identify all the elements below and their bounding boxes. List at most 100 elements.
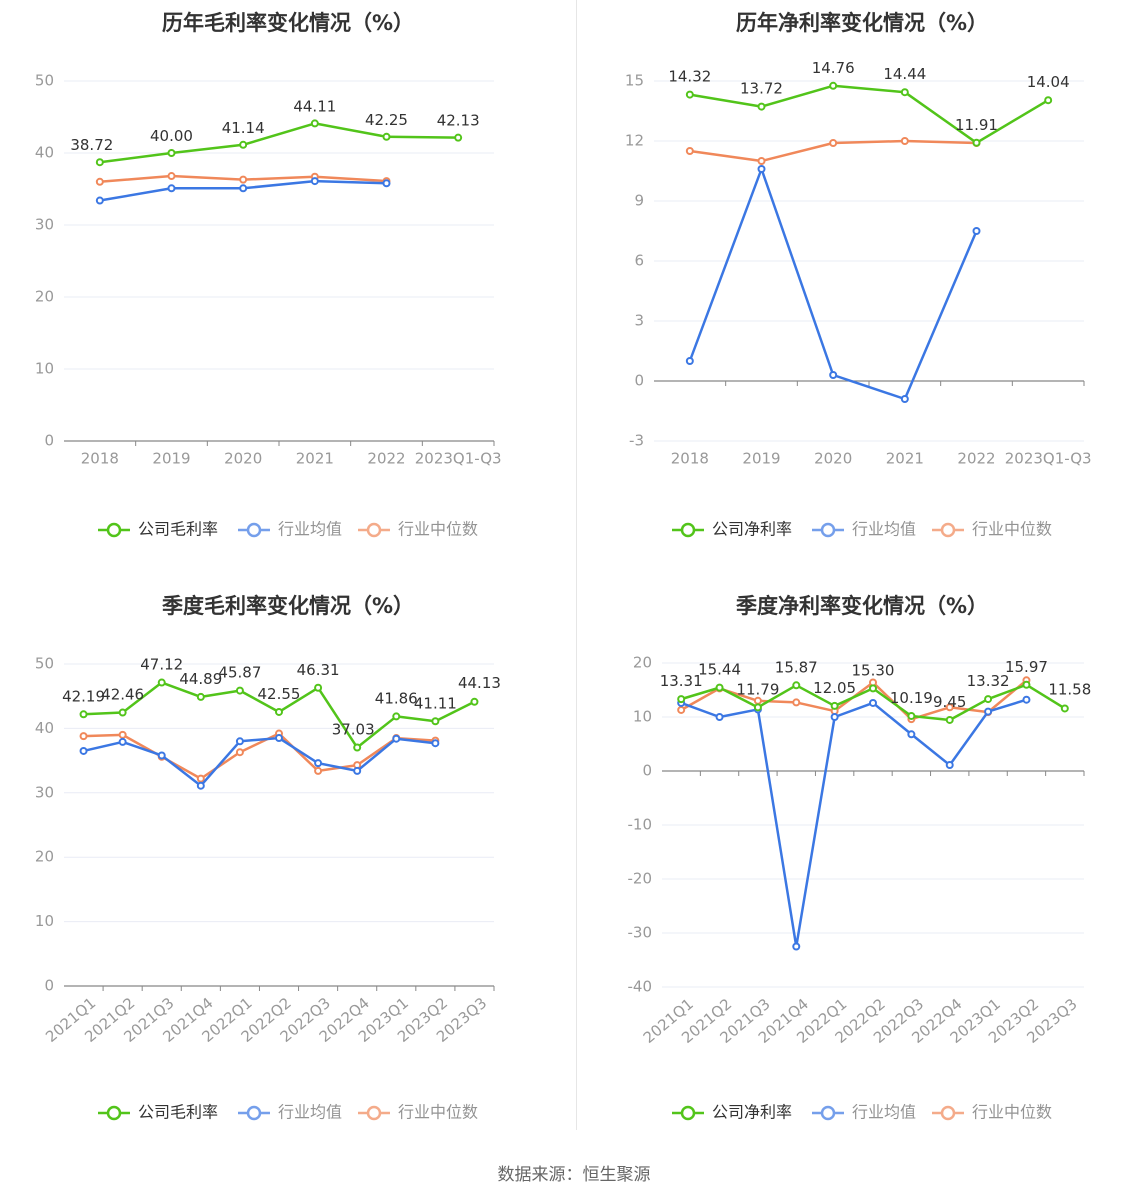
legend-item-industry_median: 行业中位数 xyxy=(358,520,478,539)
legend-marker xyxy=(820,522,836,538)
data-point-company xyxy=(945,715,954,724)
data-point-industry_median xyxy=(677,705,686,714)
series-line-company xyxy=(99,122,459,164)
data-point-industry_avg xyxy=(830,713,839,721)
y-tick-label: 12 xyxy=(625,132,644,150)
data-point-industry_median xyxy=(900,137,909,145)
data-point-industry_avg xyxy=(95,196,104,205)
data-point-company xyxy=(792,681,801,690)
legend-marker xyxy=(820,1105,836,1121)
data-point-company xyxy=(972,138,981,147)
data-point-company xyxy=(869,684,877,693)
data-point-company xyxy=(310,119,319,128)
data-point-company xyxy=(95,158,104,167)
data-point-industry_median xyxy=(196,774,205,783)
data-label: 42.46 xyxy=(101,686,144,704)
data-point-industry_avg xyxy=(984,707,993,716)
data-point-industry_avg xyxy=(431,739,440,748)
data-point-company xyxy=(79,710,88,719)
series-line-industry_avg xyxy=(688,167,978,401)
chart-title: 历年毛利率变化情况（%） xyxy=(162,11,414,35)
data-point-industry_avg xyxy=(275,734,283,743)
data-point-industry_avg xyxy=(392,734,401,743)
data-point-company xyxy=(829,81,838,90)
data-label: 15.30 xyxy=(852,661,895,679)
data-point-industry_avg xyxy=(1022,695,1031,704)
data-point-company xyxy=(677,695,686,704)
data-point-company xyxy=(984,695,993,704)
data-point-industry_avg xyxy=(945,761,954,770)
x-tick-label: 2021 xyxy=(886,450,924,468)
y-tick-label: 9 xyxy=(634,192,644,210)
data-point-industry_avg xyxy=(235,737,244,746)
data-point-industry_median xyxy=(239,175,248,184)
data-point-company xyxy=(685,90,694,99)
legend-label: 公司净利率 xyxy=(712,1103,792,1122)
data-point-company xyxy=(167,149,176,157)
y-tick-label: 30 xyxy=(35,783,54,801)
vertical-divider xyxy=(576,0,577,1130)
data-point-industry_avg xyxy=(869,698,877,707)
data-point-industry_avg xyxy=(157,751,166,760)
data-point-company xyxy=(118,708,127,717)
x-tick-label: 2018 xyxy=(671,450,709,468)
y-tick-label: 20 xyxy=(35,848,54,866)
data-point-industry_avg xyxy=(79,746,88,755)
x-tick-label: 2018 xyxy=(81,450,119,468)
data-point-company xyxy=(314,683,323,692)
y-tick-label: 10 xyxy=(633,708,652,726)
x-tick-label: 2022 xyxy=(367,450,405,468)
data-point-industry_avg xyxy=(314,759,323,768)
data-point-company xyxy=(900,88,909,97)
legend-label: 行业中位数 xyxy=(398,520,478,539)
y-tick-label: 10 xyxy=(35,360,54,378)
legend-label: 公司毛利率 xyxy=(138,1103,218,1122)
x-tick-label: 2022 xyxy=(957,450,995,468)
data-point-industry_avg xyxy=(167,184,176,193)
data-point-industry_median xyxy=(945,703,954,712)
data-label: 15.44 xyxy=(698,661,741,679)
y-tick-label: -30 xyxy=(628,924,653,942)
data-point-industry_avg xyxy=(715,713,724,721)
data-label: 41.11 xyxy=(414,694,457,712)
data-label: 15.87 xyxy=(775,658,818,676)
y-tick-label: 50 xyxy=(35,72,54,90)
data-label: 13.31 xyxy=(660,672,703,690)
data-label: 44.89 xyxy=(179,670,222,688)
data-point-industry_median xyxy=(167,172,176,181)
legend-marker xyxy=(246,522,262,538)
data-point-industry_avg xyxy=(353,766,362,775)
y-tick-label: -40 xyxy=(628,978,653,996)
series-line-industry_avg xyxy=(83,736,436,787)
data-point-company xyxy=(757,102,766,111)
data-point-company xyxy=(392,712,401,721)
data-label: 41.14 xyxy=(222,119,265,137)
legend-item-industry_median: 行业中位数 xyxy=(932,520,1052,539)
y-tick-label: 0 xyxy=(44,977,54,995)
y-tick-label: 10 xyxy=(35,912,54,930)
x-tick-label: 2019 xyxy=(152,450,190,468)
legend-item-industry_avg: 行业均值 xyxy=(238,520,342,539)
data-point-industry_avg xyxy=(196,781,205,790)
series-line-industry_median xyxy=(83,732,436,780)
data-label: 44.13 xyxy=(458,674,501,692)
data-point-industry_median xyxy=(792,698,801,707)
chart-3: 季度毛利率变化情况（%）010203040502021Q12021Q22021Q… xyxy=(35,594,501,1122)
data-point-industry_avg xyxy=(310,177,319,186)
data-point-industry_avg xyxy=(757,165,766,173)
data-label: 14.76 xyxy=(812,59,855,77)
data-point-industry_median xyxy=(314,766,323,775)
data-point-company xyxy=(454,133,463,142)
data-label: 42.55 xyxy=(258,685,301,703)
data-label: 11.91 xyxy=(955,116,998,134)
data-point-industry_median xyxy=(118,730,127,739)
data-label: 15.97 xyxy=(1005,658,1048,676)
data-label: 9.45 xyxy=(933,693,966,711)
x-tick-label: 2020 xyxy=(224,450,262,468)
legend-label: 行业均值 xyxy=(278,1103,342,1122)
legend-item-industry_median: 行业中位数 xyxy=(932,1103,1052,1122)
legend-label: 行业中位数 xyxy=(972,520,1052,539)
chart-title: 季度净利率变化情况（%） xyxy=(736,594,988,618)
data-label: 11.79 xyxy=(736,680,779,698)
